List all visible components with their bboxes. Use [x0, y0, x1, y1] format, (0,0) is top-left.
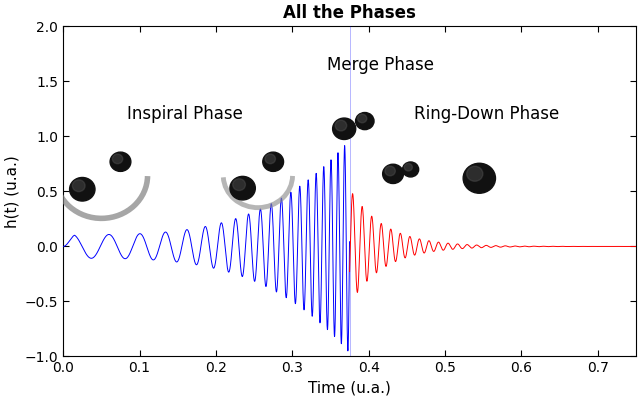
Text: Inspiral Phase: Inspiral Phase: [127, 106, 243, 124]
Ellipse shape: [356, 112, 374, 130]
Ellipse shape: [265, 154, 275, 164]
Ellipse shape: [463, 163, 495, 193]
Text: Merge Phase: Merge Phase: [326, 56, 433, 74]
Y-axis label: h(t) (u.a.): h(t) (u.a.): [4, 155, 19, 228]
Ellipse shape: [358, 114, 367, 123]
Ellipse shape: [113, 154, 123, 164]
X-axis label: Time (u.a.): Time (u.a.): [308, 381, 391, 396]
Ellipse shape: [230, 176, 255, 200]
Ellipse shape: [403, 162, 419, 177]
Ellipse shape: [467, 166, 483, 181]
Ellipse shape: [72, 180, 85, 192]
Text: Ring-Down Phase: Ring-Down Phase: [414, 106, 559, 124]
Ellipse shape: [404, 164, 412, 171]
Ellipse shape: [110, 152, 131, 172]
Ellipse shape: [263, 152, 284, 172]
Ellipse shape: [385, 166, 396, 176]
Ellipse shape: [335, 120, 347, 131]
Ellipse shape: [233, 179, 245, 190]
Ellipse shape: [70, 178, 95, 201]
Title: All the Phases: All the Phases: [283, 4, 416, 22]
Ellipse shape: [383, 164, 403, 184]
Ellipse shape: [333, 118, 356, 140]
